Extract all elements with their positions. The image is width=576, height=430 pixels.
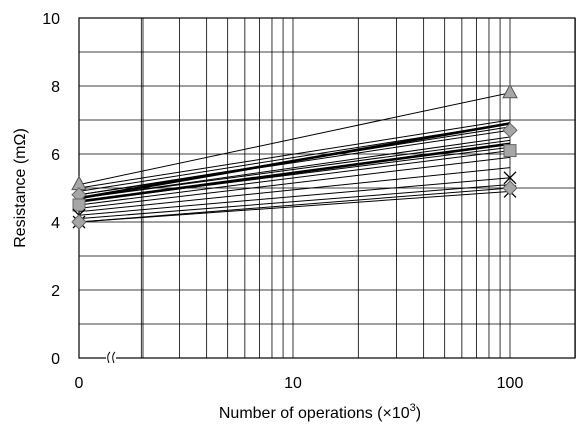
diamond-marker <box>502 180 518 196</box>
axis-break-lines <box>107 351 116 364</box>
axis-break-mark <box>106 349 116 364</box>
series-line <box>78 139 511 199</box>
x-tick-label: 10 <box>284 375 302 392</box>
y-tick-label: 2 <box>51 283 60 300</box>
diamond-marker <box>71 214 87 230</box>
square-marker <box>72 198 86 212</box>
series-line <box>78 167 511 213</box>
grid-layer <box>78 17 576 359</box>
y-tick-label: 0 <box>51 351 60 368</box>
series-line <box>78 156 511 209</box>
series-line <box>78 190 511 223</box>
x-tick-label: 100 <box>497 375 524 392</box>
series-line <box>78 129 511 196</box>
diamond-marker <box>502 122 518 138</box>
y-tick-label: 4 <box>51 215 60 232</box>
y-axis-label: Resistance (mΩ) <box>12 128 29 248</box>
series-line <box>78 150 511 206</box>
series-line <box>78 136 511 199</box>
square-marker <box>503 144 517 158</box>
marker-layer <box>71 83 518 230</box>
x-axis-label: Number of operations (×103) <box>219 402 421 422</box>
triangle-marker <box>502 83 518 99</box>
y-tick-label: 8 <box>51 79 60 96</box>
series-line <box>78 177 511 216</box>
series-layer <box>78 92 511 223</box>
cross-marker <box>503 171 517 185</box>
series-line <box>78 184 511 220</box>
series-line-bold <box>78 122 511 200</box>
y-tick-label: 6 <box>51 147 60 164</box>
series-line <box>78 92 511 186</box>
x-tick-label: 0 <box>75 375 84 392</box>
axis-break-gap <box>106 349 116 363</box>
series-line <box>78 187 511 223</box>
series-line <box>78 119 511 189</box>
y-tick-label: 10 <box>42 11 60 28</box>
series-line-bold <box>78 142 511 203</box>
